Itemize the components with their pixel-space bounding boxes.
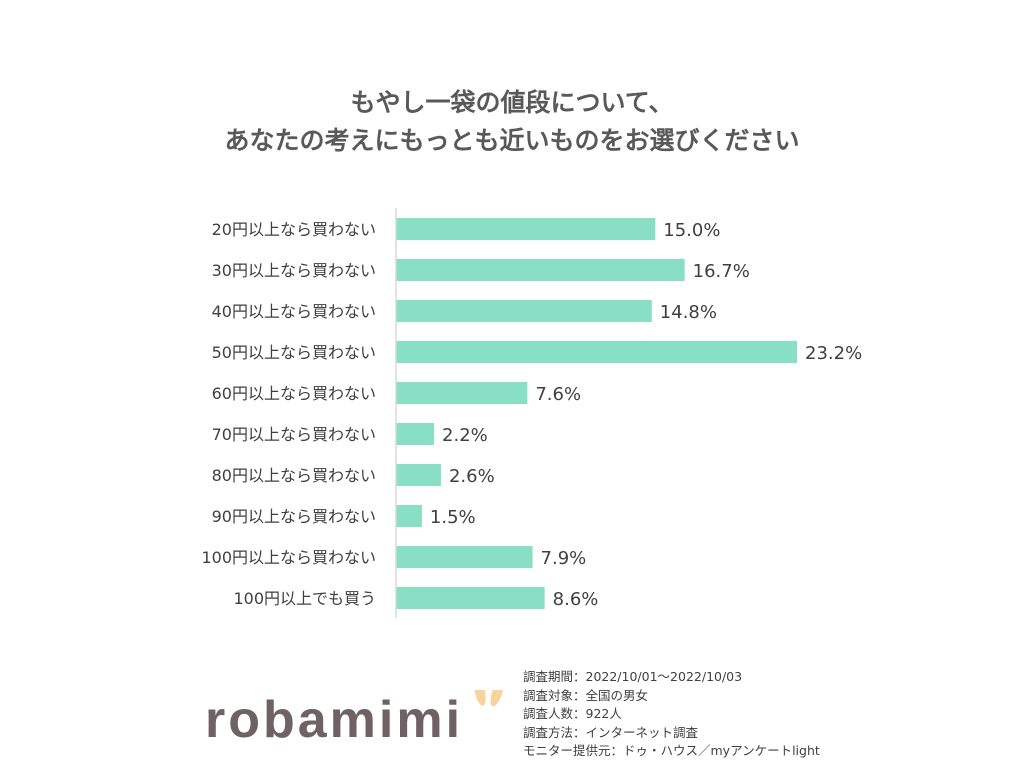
category-label: 20円以上なら買わない (212, 220, 376, 239)
bar (396, 382, 528, 404)
robamimi-logo: robamimi (205, 690, 505, 750)
bar (396, 423, 435, 445)
survey-period: 調査期間：2022/10/01～2022/10/03 (523, 669, 743, 684)
category-label: 50円以上なら買わない (212, 343, 376, 362)
bar (396, 300, 652, 322)
category-label: 90円以上なら買わない (212, 507, 376, 526)
category-label: 30円以上なら買わない (212, 261, 376, 280)
survey-provider: モニター提供元：ドゥ・ハウス／myアンケートlight (523, 743, 820, 758)
value-label: 15.0% (663, 220, 720, 241)
value-label: 8.6% (553, 589, 599, 610)
bar (396, 218, 656, 240)
value-label: 2.2% (442, 425, 488, 446)
value-label: 2.6% (449, 466, 495, 487)
bar (396, 341, 797, 363)
value-label: 1.5% (430, 507, 476, 528)
bar (396, 464, 441, 486)
category-label: 100円以上なら買わない (201, 548, 376, 567)
chart-title-line-2: あなたの考えにもっとも近いものをお選びください (224, 126, 800, 155)
value-label: 7.9% (541, 548, 587, 569)
category-label: 60円以上なら買わない (212, 384, 376, 403)
survey-count: 調査人数：922人 (523, 706, 622, 721)
logo-text: robamimi (205, 691, 464, 749)
bar-chart: 20円以上なら買わない 15.0% 30円以上なら買わない 16.7% 40円以上なら買… (201, 208, 862, 618)
rabbit-ears-icon (474, 690, 504, 707)
chart-title-line-1: もやし一袋の値段について、 (350, 88, 674, 117)
survey-method: 調査方法：インターネット調査 (523, 724, 699, 740)
survey-info: 調査期間：2022/10/01～2022/10/03 調査対象：全国の男女 調査… (523, 668, 820, 761)
value-label: 16.7% (693, 261, 750, 282)
category-label: 80円以上なら買わない (212, 466, 376, 485)
bar (396, 505, 422, 527)
bar (396, 259, 685, 281)
value-label: 7.6% (535, 384, 581, 405)
bar (396, 587, 545, 609)
value-label: 23.2% (805, 343, 862, 364)
category-label: 100円以上でも買う (233, 589, 376, 608)
survey-target: 調査対象：全国の男女 (523, 687, 649, 703)
category-label: 40円以上なら買わない (212, 302, 376, 321)
bar (396, 546, 533, 568)
value-label: 14.8% (660, 302, 717, 323)
category-label: 70円以上なら買わない (212, 425, 376, 444)
